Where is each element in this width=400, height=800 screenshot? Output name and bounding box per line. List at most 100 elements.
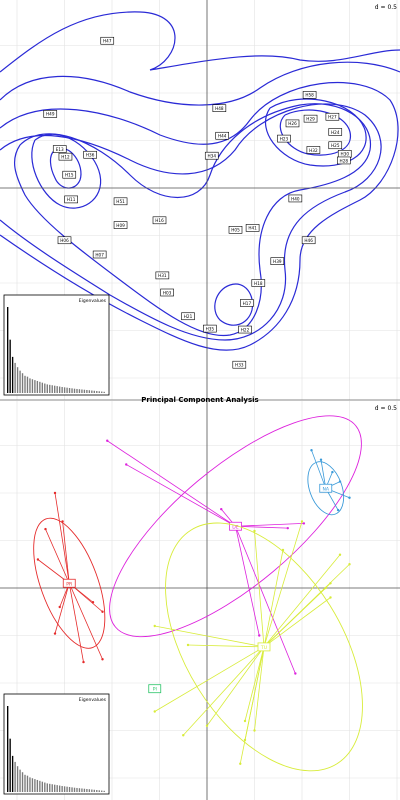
group-spoke [263,549,284,647]
eigenvalue-bar [16,766,19,792]
eigenvalue-bar [11,755,14,792]
group-spoke [154,625,265,648]
group-label-box [229,521,242,531]
eigenvalue-bar [71,787,73,792]
point-label: H44 [215,131,229,140]
point-label-text: H49 [46,112,55,117]
point-label: H27 [325,112,340,121]
eigenvalue-bar [68,388,71,393]
point-label-box [240,299,254,307]
eigenvalue-bar [66,786,68,792]
point-label-box [181,312,195,321]
point-label-text: H41 [248,226,257,231]
data-point [253,529,256,533]
data-point [348,496,351,499]
data-point [310,449,313,452]
point-label: H21 [181,312,195,321]
group-spoke [154,646,265,712]
eigenvalue-bar [63,786,66,792]
point-label: H09 [113,221,128,229]
contour-line [13,103,371,337]
point-label-box [306,146,321,154]
point-label-box [215,131,229,140]
group-spoke [62,521,70,584]
eigenvalue-bar [46,783,48,792]
eigenvalue-bar [51,784,53,792]
eigenvalue-bar [44,782,46,792]
point-label: E13 [52,145,67,153]
point-label: H29 [303,114,318,123]
eigenvalue-bar [24,774,26,792]
data-point [106,439,109,442]
eigenvalue-bar [26,376,29,393]
eigenvalue-bar [61,785,63,792]
pca-panel: DE NA PR TU PI Eigenvalues Principal Compone… [0,396,400,800]
eigenvalue-bar [56,785,58,792]
contour-line [264,98,367,167]
contour-line [31,133,102,209]
group-spoke [239,646,265,764]
point-label-text: H48 [215,106,224,111]
eigenvalue-bar [76,388,78,393]
point-label-text: H06 [60,238,69,243]
data-point [53,632,57,635]
data-point [53,491,57,495]
point-label-box [336,156,351,165]
eigenvalue-bar [39,780,41,792]
point-label-text: H11 [67,197,76,202]
point-label-box [245,224,260,232]
eigenvalue-bar [66,387,68,393]
group-ellipse [33,517,106,649]
data-point [61,520,64,523]
group-label-box [319,483,333,493]
group-label-box [257,642,271,652]
group-na: NA [307,449,351,516]
eigenvalue-bar [81,788,83,792]
eigenvalue-bar [91,390,93,393]
eigenvalue-bar [9,738,11,792]
group-label-text: PR [66,581,73,587]
eigenvalue-bar [54,784,56,792]
eigenvalue-bar [63,387,66,393]
group-ellipse [109,415,362,638]
eigenvalue-bar [93,390,95,393]
data-point [153,710,156,713]
group-spoke [254,530,265,647]
point-label: H35 [203,324,217,333]
eigenvalue-bar [93,789,95,792]
data-point [182,734,185,737]
group-spoke [45,528,70,584]
data-point [286,526,289,530]
point-label-box [228,226,243,234]
point-label-box [43,110,58,118]
eigenvalue-bar [36,779,39,792]
point-label-box [303,114,318,123]
group-spoke [235,523,304,527]
eigenvalue-bar [24,375,26,393]
eigenvalue-bar [51,385,53,393]
point-label: H11 [64,195,78,204]
data-point [348,563,351,566]
point-label-text: H40 [291,196,300,201]
eigenvalue-bar [98,391,100,393]
point-label: H34 [204,151,219,160]
group-label-text: DE [232,524,239,530]
eigenvalue-bar [98,790,100,792]
group-spoke [68,583,103,660]
point-label: H48 [212,104,227,112]
eigenvalue-bar [16,367,19,393]
group-spoke [263,554,341,648]
eigenvalue-bar [49,384,51,393]
eigenvalue-bar [14,362,16,393]
point-label-text: H17 [243,301,252,306]
point-label: H39 [270,257,285,265]
point-label-text: H27 [328,115,337,120]
point-label: H51 [113,197,128,206]
eigenvalue-bar [78,389,81,393]
eigenvalue-bar [91,789,93,792]
point-label-text: H24 [331,130,340,135]
point-label-box [160,288,174,297]
eigenvalue-bar [68,787,71,792]
eigenvalue-bar [86,389,88,393]
